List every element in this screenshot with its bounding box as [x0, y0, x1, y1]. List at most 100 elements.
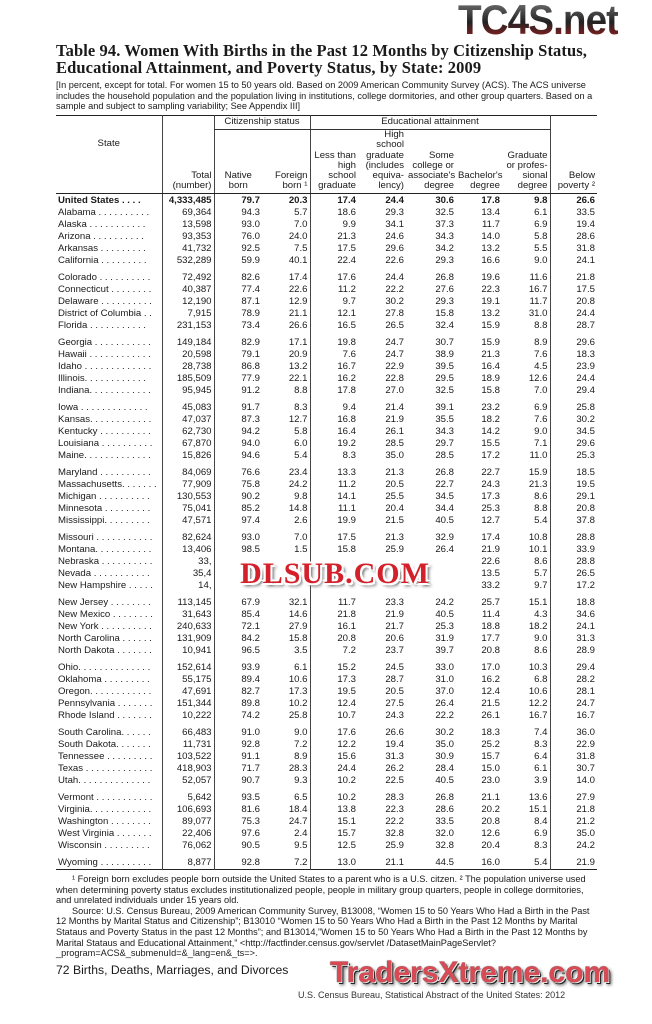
running-footer: U.S. Census Bureau, Statistical Abstract… [298, 990, 566, 1000]
value-cell: 17.4 [481, 532, 500, 544]
value-cell [309, 556, 358, 569]
footnotes: ¹ Foreign born excludes people born outs… [56, 874, 601, 959]
value-cell: 27.9 [549, 787, 598, 805]
value-cell: 35.0 [385, 450, 404, 462]
state-cell: Illinois. . . . . . . . . . . . [58, 373, 146, 385]
value-cell: 44.5 [435, 857, 454, 869]
value-cell: 66,483 [161, 722, 214, 740]
value-cell: 10.2 [309, 787, 358, 805]
value-cell: 418,903 [161, 763, 214, 776]
value-cell: 27.8 [385, 308, 404, 320]
table-row: Alabama . . . . . . . . . . 69,364 94.3 5.7… [56, 207, 598, 220]
value-cell: 20.8 [481, 645, 500, 657]
page-footer: 72 Births, Deaths, Marriages, and Divorc… [56, 963, 289, 977]
value-cell: 24.4 [549, 373, 598, 386]
value-cell: 67,870 [161, 438, 214, 451]
value-cell: 24.5 [385, 662, 404, 674]
value-cell: 17.7 [481, 633, 500, 645]
value-cell: 5.4 [294, 450, 308, 462]
value-cell: 12.5 [309, 840, 358, 853]
value-cell: 82.7 [213, 686, 262, 699]
table-row: Oklahoma . . . . . . . . . 55,175 89.4 10.6… [56, 674, 598, 687]
value-cell: 10.1 [528, 544, 548, 556]
value-cell: 18.5 [549, 462, 598, 480]
value-cell: 67.9 [213, 592, 262, 610]
value-cell: 6.9 [534, 402, 548, 414]
watermark-logo-middle: DLSUB.COM [240, 557, 430, 591]
value-cell: 34.6 [549, 609, 598, 622]
value-cell: 22,406 [161, 828, 214, 841]
value-cell: 24.3 [481, 479, 500, 491]
value-cell: 26.5 [549, 568, 598, 581]
value-cell: 28.4 [435, 763, 454, 775]
value-cell: 13.6 [528, 792, 548, 804]
value-cell: 33.9 [549, 544, 598, 557]
value-cell: 7.0 [294, 532, 308, 544]
value-cell: 9.7 [534, 580, 548, 592]
state-cell: Vermont . . . . . . . . . . . [58, 792, 153, 804]
watermark-logo-top: TC4S.net [458, 0, 619, 43]
value-cell: 5.5 [534, 243, 548, 255]
value-cell: 31.8 [549, 751, 598, 764]
value-cell: 29.7 [435, 438, 454, 450]
value-cell: 37.8 [549, 515, 598, 528]
table-row: Utah. . . . . . . . . . . . . . 52,057 90.… [56, 775, 598, 788]
value-cell: 22.6 [385, 255, 404, 267]
value-cell: 40,387 [161, 284, 214, 297]
value-cell: 18.2 [528, 621, 548, 633]
value-cell: 15.1 [309, 816, 358, 829]
value-cell: 22.6 [288, 284, 308, 296]
value-cell: 22.3 [481, 284, 500, 296]
value-cell: 92.5 [213, 243, 262, 256]
state-cell: District of Columbia . . [58, 308, 152, 320]
state-cell: California . . . . . . . . . [58, 255, 147, 267]
value-cell: 85.2 [213, 503, 262, 516]
value-cell: 18.8 [549, 592, 598, 610]
value-cell: 7.2 [309, 645, 358, 658]
value-cell: 532,289 [161, 255, 214, 268]
value-cell: 23.4 [288, 467, 308, 479]
value-cell: 9.0 [294, 727, 308, 739]
value-cell: 30.2 [549, 414, 598, 427]
value-cell: 6.9 [534, 219, 548, 231]
value-cell: 25.9 [385, 544, 404, 556]
value-cell: 33.5 [435, 816, 454, 828]
value-cell: 40.5 [435, 609, 454, 621]
value-cell: 16.7 [528, 284, 548, 296]
state-cell: Alaska . . . . . . . . . . . [58, 219, 146, 231]
value-cell: 28.8 [549, 556, 598, 569]
value-cell: 8.9 [294, 751, 308, 763]
value-cell: 13.2 [481, 308, 500, 320]
value-cell: 7.1 [534, 438, 548, 450]
value-cell: 8.9 [534, 337, 548, 349]
value-cell: 5.8 [534, 231, 548, 243]
table-row: Kentucky . . . . . . . . . . 62,730 94.2 5.… [56, 426, 598, 439]
value-cell: 28.6 [549, 231, 598, 244]
value-cell: 89.8 [213, 698, 262, 711]
value-cell: 75,041 [161, 503, 214, 516]
value-cell: 25.3 [435, 621, 454, 633]
state-cell: Nevada . . . . . . . . . . . [58, 568, 150, 580]
value-cell: 22.2 [435, 710, 454, 722]
value-cell: 28.5 [435, 450, 454, 462]
value-cell: 29.3 [435, 255, 454, 267]
value-cell: 11.2 [309, 479, 358, 492]
value-cell: 21.5 [481, 698, 500, 710]
value-cell: 22.3 [385, 804, 404, 816]
watermark-logo-bottom: TradersXtreme.com [330, 956, 611, 989]
value-cell: 74.2 [213, 710, 262, 723]
value-cell: 11.7 [482, 219, 500, 231]
headnote: [In percent, except for total. For women… [56, 80, 593, 112]
value-cell: 22.8 [385, 373, 404, 385]
value-cell: 34.4 [435, 503, 454, 515]
value-cell: 16.4 [309, 426, 358, 439]
table-row: Hawaii . . . . . . . . . . . . 20,598 79.1… [56, 349, 598, 362]
value-cell: 26.4 [435, 698, 454, 710]
value-cell: 23.7 [385, 645, 404, 657]
value-cell: 37.3 [435, 219, 454, 231]
value-cell: 20.2 [481, 804, 500, 816]
table-row: Arkansas . . . . . . . . . 41,732 92.5 7.5 1… [56, 243, 598, 256]
value-cell: 21.9 [385, 609, 404, 621]
value-cell: 17.2 [481, 450, 500, 462]
value-cell: 18.4 [288, 804, 308, 816]
